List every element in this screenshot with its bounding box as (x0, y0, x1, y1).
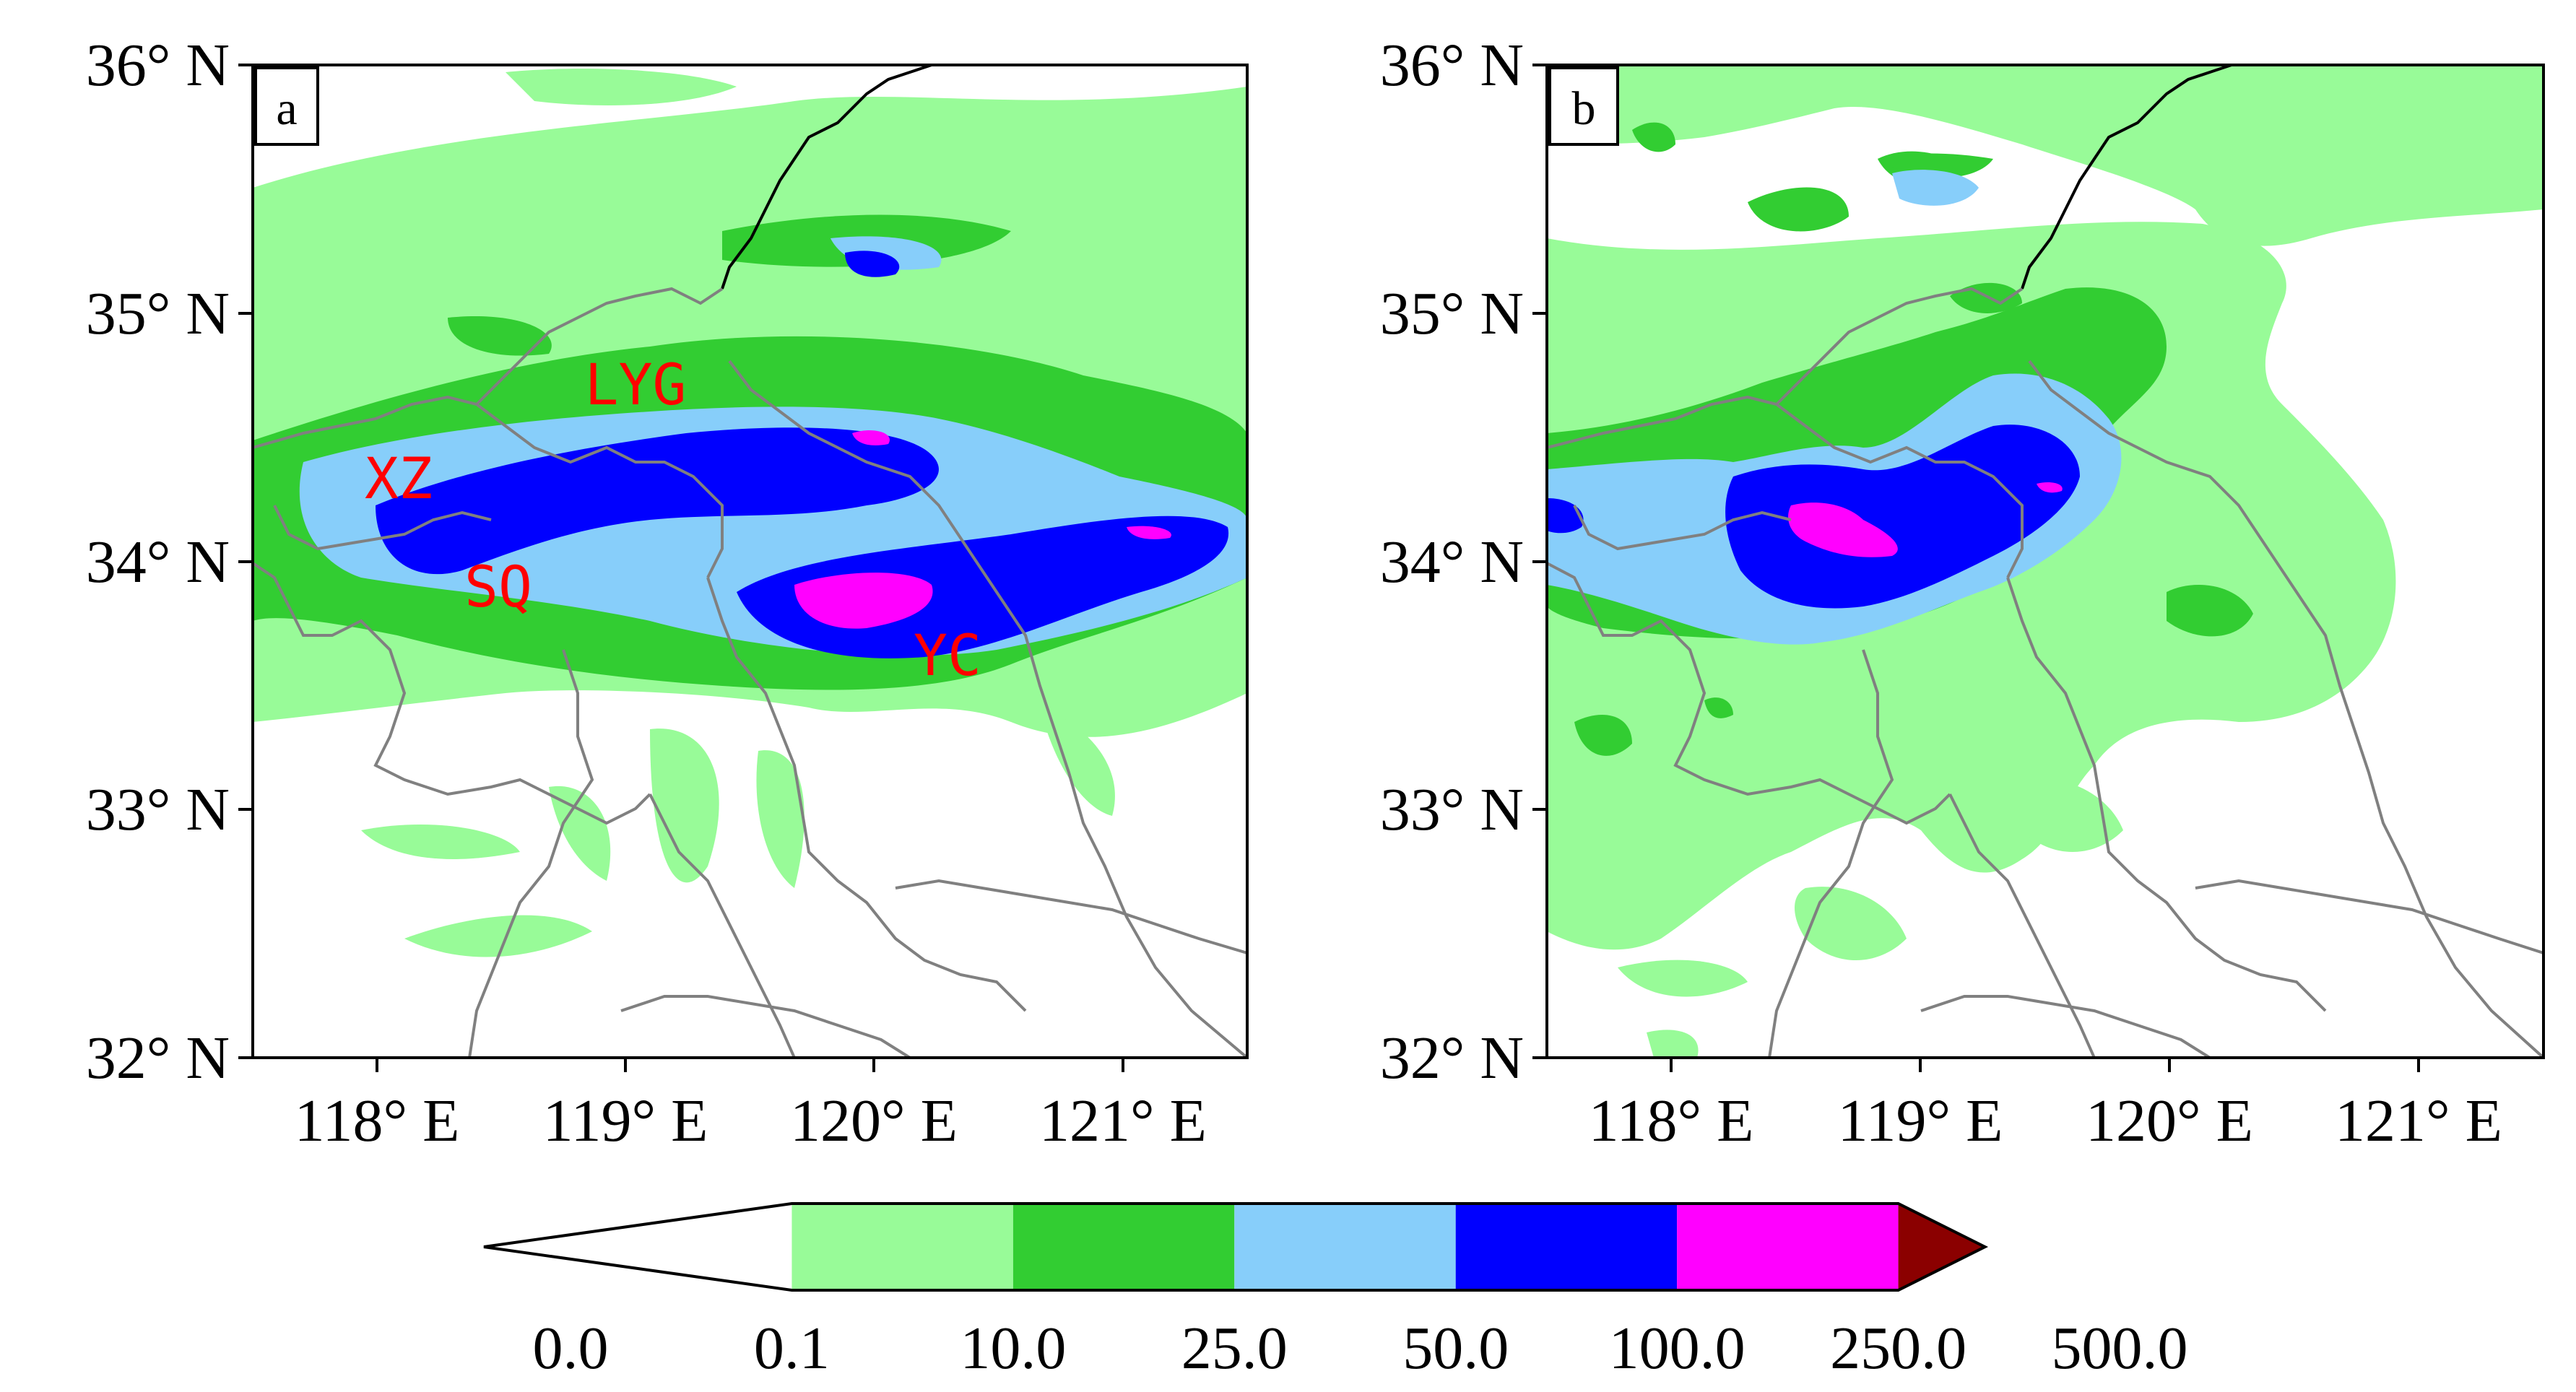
lon-tick-label: 118° E (1589, 1087, 1754, 1154)
colorbar-tick-label: 0.0 (533, 1315, 609, 1382)
panel-a-lon-axis: 118° E 119° E 120° E 121° E (295, 1058, 1207, 1154)
colorbar-segment (1455, 1204, 1678, 1290)
colorbar-tick-label: 10.0 (960, 1315, 1066, 1382)
panel-b: b 36° N 35° N 34° N 33° N 32° N 118° E 1… (1380, 32, 2545, 1154)
lon-tick-label: 120° E (790, 1087, 958, 1154)
panel-b-boundaries (1547, 65, 2544, 1058)
lat-tick-label: 34° N (1380, 528, 1524, 596)
city-label-yc: YC (914, 624, 981, 689)
lon-tick-label: 119° E (543, 1087, 708, 1154)
panel-a: a LYG XZ SQ YC 36° N 35° N 34° N 33° N 3… (86, 32, 1249, 1154)
panel-a-label: a (276, 82, 297, 135)
colorbar-segment (1677, 1204, 1899, 1290)
lon-tick-label: 121° E (2335, 1087, 2502, 1154)
colorbar-tick-label: 25.0 (1181, 1315, 1288, 1382)
panel-a-precip-field (253, 69, 1247, 957)
city-label-xz: XZ (365, 447, 433, 512)
panel-a-lat-axis: 36° N 35° N 34° N 33° N 32° N (86, 32, 253, 1092)
lon-tick-label: 118° E (295, 1087, 460, 1154)
colorbar-tick-label: 500.0 (2052, 1315, 2188, 1382)
lat-tick-label: 35° N (86, 280, 230, 347)
lon-tick-label: 121° E (1039, 1087, 1207, 1154)
panel-a-boundaries (253, 65, 1247, 1058)
lat-tick-label: 33° N (86, 776, 230, 843)
panel-a-label-box (254, 66, 319, 146)
lat-tick-label: 34° N (86, 528, 230, 596)
lat-tick-label: 36° N (86, 32, 230, 99)
panel-b-label-box (1548, 66, 1619, 146)
colorbar-tick-label: 250.0 (1830, 1315, 1966, 1382)
colorbar-segment (1012, 1204, 1235, 1290)
lat-tick-label: 32° N (1380, 1025, 1524, 1092)
colorbar-tick-label: 50.0 (1402, 1315, 1509, 1382)
colorbar-tick-label: 0.1 (754, 1315, 830, 1382)
lat-tick-label: 36° N (1380, 32, 1524, 99)
city-label-lyg: LYG (585, 353, 687, 418)
lat-tick-label: 35° N (1380, 280, 1524, 347)
colorbar (483, 1202, 1989, 1292)
city-label-sq: SQ (464, 555, 532, 620)
colorbar-segment (484, 1204, 792, 1290)
colorbar-segment (1898, 1204, 1985, 1290)
panel-b-precip-field (1547, 65, 2544, 1058)
panel-b-label: b (1572, 82, 1596, 135)
colorbar-outline (483, 1202, 1989, 1292)
lon-tick-label: 119° E (1838, 1087, 2003, 1154)
lat-tick-label: 32° N (86, 1025, 230, 1092)
panel-b-lon-axis: 118° E 119° E 120° E 121° E (1589, 1058, 2502, 1154)
colorbar-segment (792, 1204, 1013, 1290)
panel-b-lat-axis: 36° N 35° N 34° N 33° N 32° N (1380, 32, 1547, 1092)
colorbar-segment (1234, 1204, 1456, 1290)
lon-tick-label: 120° E (2086, 1087, 2253, 1154)
lat-tick-label: 33° N (1380, 776, 1524, 843)
colorbar-tick-labels: 0.0 0.1 10.0 25.0 50.0 100.0 250.0 500.0 (533, 1315, 2188, 1382)
colorbar-tick-label: 100.0 (1609, 1315, 1745, 1382)
